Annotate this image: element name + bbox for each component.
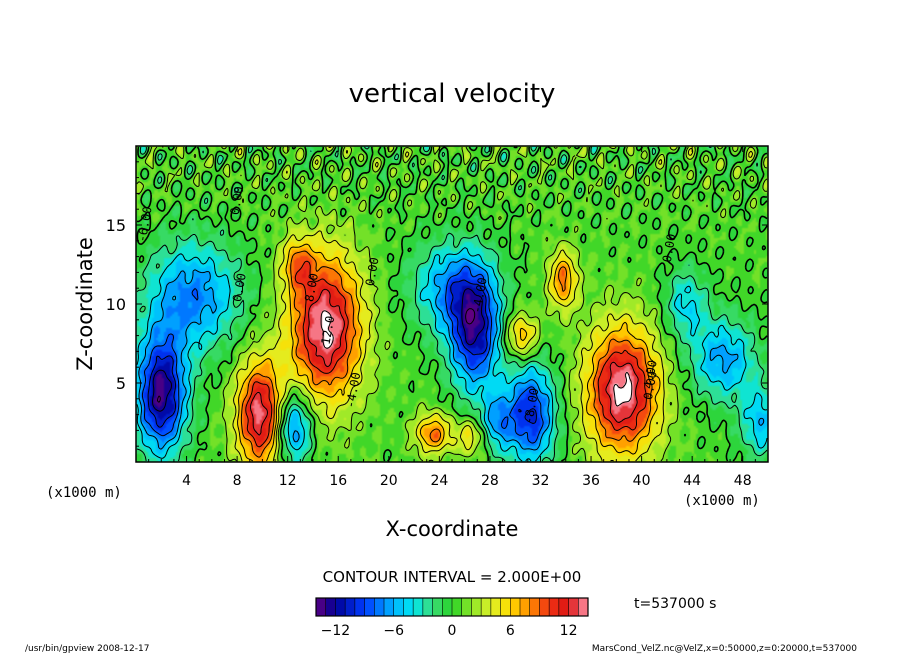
contour-label: -4.00 [470, 276, 490, 314]
y-axis-label: Z-coordinate [73, 237, 97, 371]
footer-left: /usr/bin/gpview 2008-12-17 [25, 644, 149, 654]
x-tick-label: 8 [233, 473, 242, 489]
contour-level-10 [245, 260, 647, 448]
contour-label: 0.00 [228, 185, 247, 216]
contour-label: 0.00 [363, 256, 382, 287]
contour-label: 0.00 [230, 272, 249, 303]
colorbar-frame [315, 597, 589, 617]
colorbar-cell [558, 598, 570, 616]
colorbar-cell [393, 598, 404, 616]
colorbar-tick-label: −6 [383, 623, 404, 639]
colorbar-cell [316, 598, 327, 616]
contour-level--4 [136, 247, 768, 462]
colorbar-cell [384, 598, 395, 616]
colorbar-tick-label: 6 [506, 623, 515, 639]
colorbar-cell [452, 598, 463, 616]
contour-label: 4.00 [641, 359, 660, 390]
time-label: t=537000 s [634, 596, 716, 612]
contour-level-6 [237, 243, 661, 462]
contour-level-12 [249, 288, 639, 436]
contour-label: 0.00 [641, 370, 660, 401]
colorbar [315, 597, 589, 617]
contour-level--12 [152, 288, 485, 412]
colorbar-cell [578, 598, 589, 616]
contour-level-4 [232, 146, 753, 462]
colorbar-cell [354, 598, 366, 616]
colorbar-cell [374, 598, 385, 616]
colorbar-cell [490, 598, 502, 616]
x-tick-label: 44 [683, 473, 701, 489]
x-tick-label: 4 [182, 473, 191, 489]
colorbar-cell [539, 598, 550, 616]
colorbar-cell [510, 598, 521, 616]
x-tick-label: 24 [430, 473, 448, 489]
x-unit-left: (x1000 m) [46, 485, 122, 501]
contour-level-2 [136, 146, 768, 462]
x-tick-label: 20 [380, 473, 398, 489]
contour-level--14 [157, 308, 476, 403]
colorbar-cell [403, 598, 414, 616]
colorbar-cell [345, 598, 356, 616]
x-axis-label: X-coordinate [386, 517, 519, 541]
colorbar-cell [549, 598, 560, 616]
colorbar-cell [529, 598, 540, 616]
contour-label: -8.00 [521, 387, 541, 425]
colorbar-cell [413, 598, 424, 616]
colorbar-cell [568, 598, 579, 616]
colorbar-cell [432, 598, 443, 616]
contour-label: 12.0 [319, 315, 338, 346]
contour-level--10 [147, 279, 537, 428]
contour-label: -4.00 [343, 371, 363, 409]
x-tick-label: 48 [734, 473, 752, 489]
footer-right: MarsCond_VelZ.nc@VelZ,x=0:50000,z=0:2000… [592, 644, 857, 654]
colorbar-tick-label: 0 [448, 623, 457, 639]
x-tick-label: 36 [582, 473, 600, 489]
colorbar-cell [471, 598, 482, 616]
x-tick-label: 16 [329, 473, 347, 489]
colorbar-cell [481, 598, 492, 616]
contour-label: 8.00 [302, 272, 321, 303]
x-unit-right: (x1000 m) [684, 493, 760, 509]
colorbar-cell [335, 598, 346, 616]
chart-title: vertical velocity [349, 79, 556, 109]
contour-level-0 [136, 146, 768, 462]
x-tick-label: 40 [633, 473, 651, 489]
x-tick-label: 32 [532, 473, 550, 489]
x-axis: 4 8 12 16 20 24 28 32 36 40 44 48 [148, 146, 756, 489]
x-tick-label: 12 [279, 473, 297, 489]
contour-interval: CONTOUR INTERVAL = 2.000E+00 [323, 568, 582, 586]
y-axis: 5 10 15 [106, 161, 768, 447]
colorbar-cell [442, 598, 453, 616]
y-tick-label: 5 [116, 374, 126, 393]
colorbar-cell [500, 598, 511, 616]
colorbar-cell [461, 598, 472, 616]
contour-level-8 [240, 250, 653, 458]
colorbar-cell [364, 598, 375, 616]
colorbar-cell [422, 598, 434, 616]
x-tick-label: 28 [481, 473, 499, 489]
colorbar-ticks: −12 −6 0 6 12 [321, 623, 578, 639]
y-tick-label: 15 [106, 216, 126, 235]
contour-label: 0.00 [660, 233, 679, 264]
contour-level--6 [138, 258, 765, 451]
contour-label: -6.00 [135, 205, 155, 243]
y-tick-label: 10 [106, 295, 126, 314]
colorbar-tick-label: 12 [560, 623, 578, 639]
contour-lines [136, 146, 768, 462]
contour-level--8 [141, 265, 544, 444]
colorbar-cell [520, 598, 531, 616]
contour-level--2 [136, 146, 768, 462]
colorbar-cell [325, 598, 336, 616]
colorbar-tick-label: −12 [321, 623, 351, 639]
contour-level-14 [320, 310, 633, 407]
